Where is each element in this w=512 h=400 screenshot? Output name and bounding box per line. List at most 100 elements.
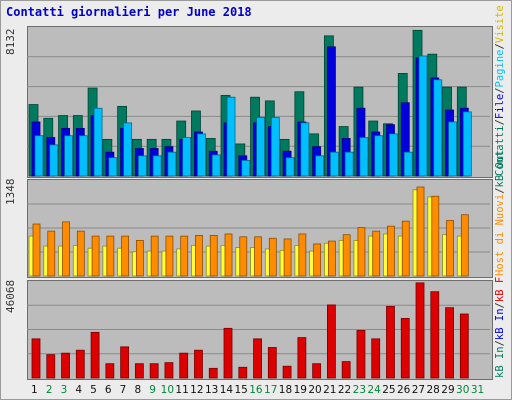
bar-pagine: [226, 96, 236, 177]
bar-nuovi-di-host: [32, 223, 41, 277]
day-label: 30: [456, 384, 469, 396]
bar-nuovi-di-host: [106, 235, 115, 277]
bar-nuovi-di-host: [224, 233, 233, 277]
bar-pagine: [123, 122, 133, 177]
bar-nuovi-di-host: [431, 195, 440, 277]
bar-nuovi-di-host: [342, 234, 351, 277]
bar-nuovi-di-host: [313, 243, 322, 277]
bar-nuovi-di-host: [91, 235, 100, 277]
bar-pagine: [462, 111, 472, 177]
bar-kb-f: [400, 318, 410, 379]
day-label: 13: [205, 384, 218, 396]
bar-kb-f: [208, 367, 218, 379]
bar-nuovi-di-host: [401, 220, 410, 277]
bar-pagine: [78, 135, 88, 177]
bar-kb-f: [282, 365, 292, 379]
bar-nuovi-di-host: [372, 230, 381, 277]
day-label: 26: [397, 384, 411, 396]
bar-nuovi-di-host: [195, 235, 203, 277]
bar-pagine: [108, 157, 118, 177]
day-label: 31: [471, 384, 484, 396]
bar-kb-f: [105, 363, 115, 379]
bar-nuovi-di-host: [298, 233, 307, 277]
bar-kb-f: [356, 330, 366, 379]
bar-kb-f: [386, 306, 395, 379]
day-label: 29: [441, 384, 454, 396]
bar-nuovi-di-host: [62, 221, 70, 277]
bar-pagine: [49, 144, 59, 177]
bar-nuovi-di-host: [416, 186, 425, 277]
day-label: 4: [75, 384, 82, 396]
day-label: 14: [220, 384, 234, 396]
chart-title: Contatti giornalieri per June 2018: [6, 5, 252, 19]
bar-pagine: [256, 116, 265, 177]
day-label: 1: [31, 384, 38, 396]
bar-pagine: [34, 135, 44, 177]
day-label: 18: [279, 384, 292, 396]
bar-kb-f: [46, 354, 56, 379]
bar-kb-f: [75, 349, 85, 379]
bar-pagine: [403, 151, 413, 177]
bar-kb-f: [253, 338, 262, 379]
bar-kb-f: [223, 327, 233, 379]
bar-nuovi-di-host: [150, 235, 159, 277]
day-label: 19: [294, 384, 307, 396]
bar-pagine: [152, 155, 162, 177]
day-label: 9: [149, 384, 156, 396]
bar-pagine: [93, 107, 103, 177]
day-label: 16: [249, 384, 263, 396]
day-label: 22: [338, 384, 351, 396]
bar-kb-f: [61, 352, 70, 379]
bar-kb-f: [371, 338, 381, 379]
bar-nuovi-di-host: [254, 236, 262, 277]
bar-nuovi-di-host: [209, 235, 218, 277]
bar-nuovi-di-host: [239, 236, 248, 277]
bar-kb-f: [31, 338, 41, 379]
bar-nuovi-di-host: [283, 238, 292, 277]
bar-nuovi-di-host: [268, 237, 277, 277]
bar-nuovi-di-host: [446, 220, 454, 277]
day-label: 8: [134, 384, 141, 396]
day-label: 5: [90, 384, 97, 396]
bar-nuovi-di-host: [47, 230, 56, 277]
bar-nuovi-di-host: [76, 230, 85, 277]
day-label: 28: [427, 384, 440, 396]
bar-kb-f: [341, 361, 351, 379]
bar-kb-f: [267, 347, 277, 379]
bar-pagine: [270, 116, 280, 177]
bar-nuovi-di-host: [387, 225, 395, 277]
bar-kb-f: [238, 366, 248, 379]
day-label: 15: [234, 384, 247, 396]
bar-pagine: [137, 155, 147, 177]
bar-nuovi-di-host: [357, 227, 366, 277]
day-label: 24: [367, 384, 381, 396]
bar-pagine: [241, 160, 251, 177]
day-label: 23: [353, 384, 366, 396]
bar-kb-f: [164, 362, 174, 379]
day-label: 10: [161, 384, 174, 396]
bar-pagine: [64, 135, 73, 177]
bar-kb-f: [297, 337, 307, 379]
day-label: 20: [308, 384, 321, 396]
bar-kb-f: [459, 313, 469, 379]
bar-kb-f: [179, 352, 189, 379]
day-label: 12: [190, 384, 203, 396]
bar-pagine: [211, 154, 221, 177]
bar-kb-f: [194, 349, 203, 379]
bar-kb-f: [90, 331, 100, 379]
bar-nuovi-di-host: [121, 235, 130, 277]
day-label: 7: [120, 384, 127, 396]
bar-nuovi-di-host: [165, 235, 174, 277]
day-label: 21: [323, 384, 336, 396]
day-label: 3: [61, 384, 68, 396]
day-label: 2: [46, 384, 53, 396]
bar-pagine: [182, 137, 192, 177]
day-label: 27: [412, 384, 425, 396]
bar-pagine: [374, 135, 384, 177]
bar-pagine: [418, 55, 428, 177]
bar-pagine: [167, 151, 177, 177]
bar-nuovi-di-host: [180, 235, 189, 277]
bar-kb-f: [120, 346, 130, 379]
bar-nuovi-di-host: [327, 240, 336, 277]
